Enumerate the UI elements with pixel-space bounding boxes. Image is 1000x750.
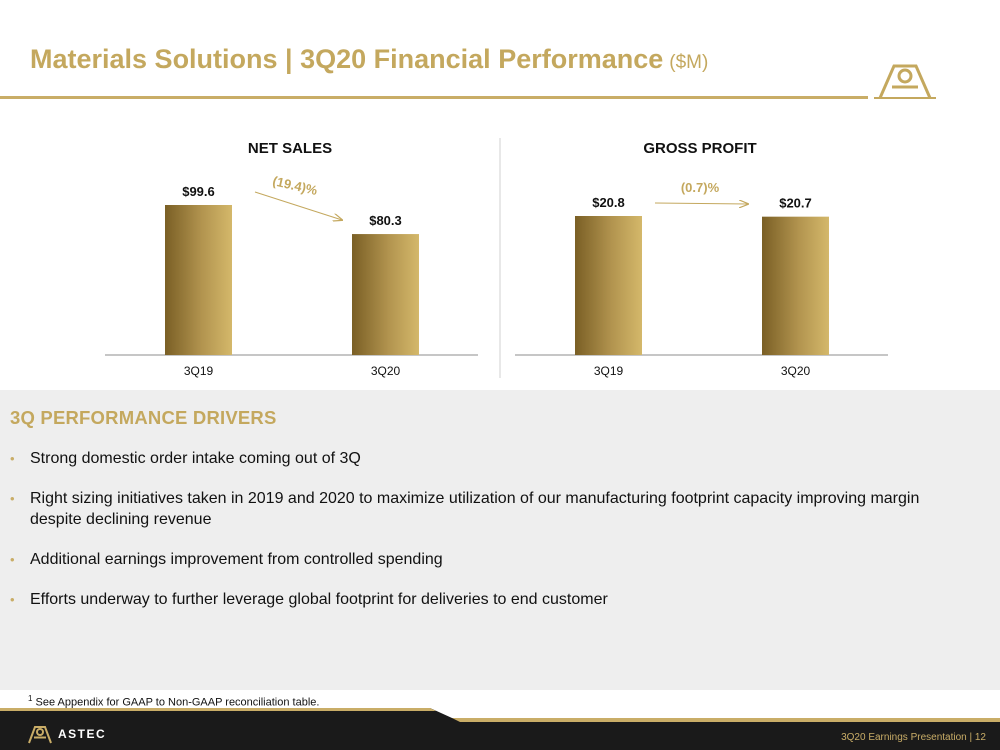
x-tick-label: 3Q19 <box>594 364 624 378</box>
footer-band <box>0 708 1000 750</box>
drivers-list: • Strong domestic order intake coming out… <box>10 448 970 629</box>
bar-charts: NET SALES $99.6 3Q19 $80.3 3Q20 (19.4)% GROSS … <box>105 138 888 378</box>
astec-logo-icon <box>874 64 936 99</box>
bar-value-label: $20.7 <box>779 196 812 211</box>
driver-text: Right sizing initiatives taken in 2019 a… <box>30 490 920 528</box>
driver-item: • Additional earnings improvement from co… <box>10 549 970 570</box>
change-label: (0.7)% <box>681 180 720 195</box>
bar-value-label: $99.6 <box>182 184 215 199</box>
bar <box>352 234 419 355</box>
bullet-icon: • <box>10 451 15 466</box>
title-divider <box>0 96 868 99</box>
bullet-icon: • <box>10 592 15 607</box>
driver-item: • Strong domestic order intake coming out… <box>10 448 970 469</box>
bullet-icon: • <box>10 552 15 567</box>
drivers-heading: 3Q PERFORMANCE DRIVERS <box>10 407 277 428</box>
footnote-text: See Appendix for GAAP to Non-GAAP reconc… <box>35 696 320 709</box>
page-title: Materials Solutions | 3Q20 Financial Per… <box>30 44 708 75</box>
bar <box>165 205 232 355</box>
x-tick-label: 3Q20 <box>781 364 811 378</box>
driver-item: • Right sizing initiatives taken in 2019 … <box>10 488 970 530</box>
driver-text: Additional earnings improvement from con… <box>30 551 443 568</box>
bar <box>575 216 642 355</box>
footnote-marker: 1 <box>28 694 33 703</box>
change-arrow <box>254 191 342 220</box>
bar-value-label: $20.8 <box>592 195 625 210</box>
chart-title: NET SALES <box>248 140 332 157</box>
bar-value-label: $80.3 <box>369 213 402 228</box>
driver-text: Strong domestic order intake coming out … <box>30 450 361 467</box>
driver-text: Efforts underway to further leverage glo… <box>30 591 608 608</box>
driver-item: • Efforts underway to further leverage gl… <box>10 589 970 610</box>
x-tick-label: 3Q20 <box>371 364 401 378</box>
title-unit: ($M) <box>669 52 709 73</box>
change-arrow <box>654 203 748 204</box>
bar <box>762 216 829 355</box>
footer-page-label: 3Q20 Earnings Presentation | 12 <box>841 732 986 743</box>
title-text: Materials Solutions | 3Q20 Financial Per… <box>30 44 664 74</box>
footnote: 1 See Appendix for GAAP to Non-GAAP reco… <box>28 694 319 709</box>
charts-area: NET SALES $99.6 3Q19 $80.3 3Q20 (19.4)% GROSS … <box>0 130 1000 390</box>
chart-title: GROSS PROFIT <box>643 140 756 157</box>
change-label: (19.4)% <box>271 173 319 198</box>
footer-logo-icon <box>28 726 52 744</box>
x-tick-label: 3Q19 <box>184 364 214 378</box>
bullet-icon: • <box>10 491 15 506</box>
drivers-panel: 3Q PERFORMANCE DRIVERS • Strong domestic … <box>0 390 1000 690</box>
footer-brand: ASTEC <box>58 727 107 741</box>
